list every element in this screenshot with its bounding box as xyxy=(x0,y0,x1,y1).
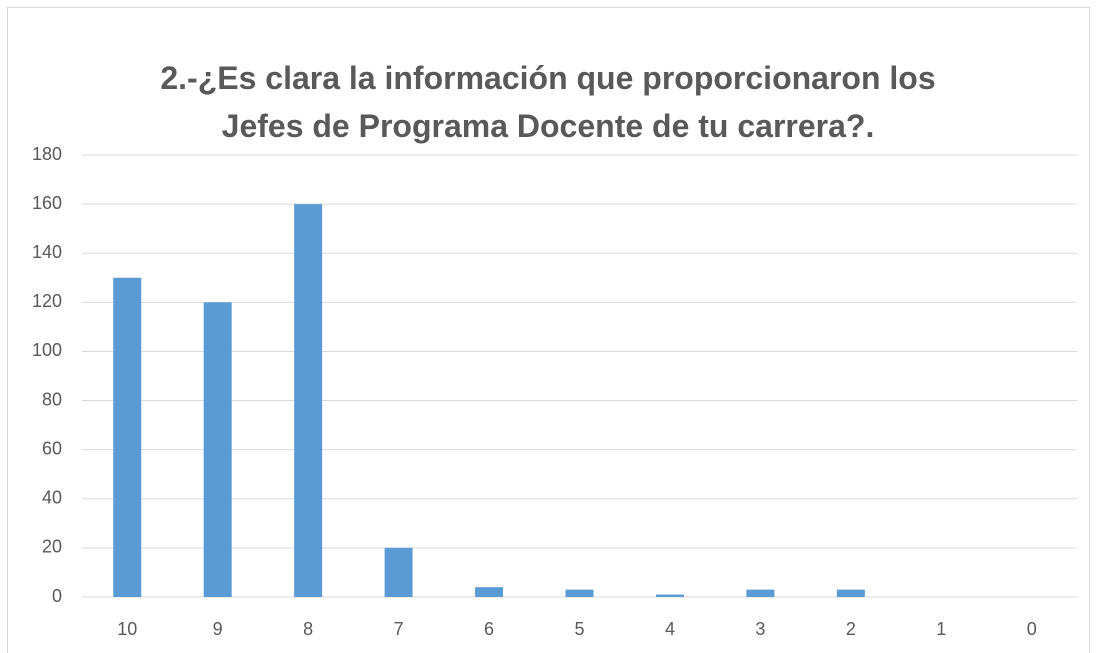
bar xyxy=(384,547,413,597)
x-tick-label: 3 xyxy=(755,619,765,639)
y-tick-label: 100 xyxy=(32,340,62,360)
x-tick-label: 2 xyxy=(846,619,856,639)
x-tick-label: 0 xyxy=(1027,619,1037,639)
bar xyxy=(203,302,232,597)
bar xyxy=(746,589,775,597)
x-tick-label: 10 xyxy=(117,619,137,639)
bar xyxy=(113,277,142,597)
x-tick-label: 6 xyxy=(484,619,494,639)
y-tick-label: 60 xyxy=(42,438,62,458)
y-tick-label: 160 xyxy=(32,193,62,213)
bar xyxy=(475,587,504,597)
x-tick-label: 1 xyxy=(936,619,946,639)
y-tick-label: 20 xyxy=(42,537,62,557)
bar xyxy=(294,204,323,597)
y-tick-label: 140 xyxy=(32,242,62,262)
chart-title: 2.-¿Es clara la información que proporci… xyxy=(160,60,936,144)
x-tick-label: 9 xyxy=(213,619,223,639)
y-tick-label: 40 xyxy=(42,488,62,508)
y-tick-label: 80 xyxy=(42,389,62,409)
x-tick-label: 7 xyxy=(394,619,404,639)
x-tick-label: 8 xyxy=(303,619,313,639)
y-tick-label: 180 xyxy=(32,144,62,164)
y-tick-label: 0 xyxy=(52,586,62,606)
bar xyxy=(565,589,594,597)
x-tick-label: 4 xyxy=(665,619,675,639)
y-tick-label: 120 xyxy=(32,291,62,311)
bar xyxy=(655,594,684,597)
x-tick-label: 5 xyxy=(574,619,584,639)
bar xyxy=(836,589,865,597)
chart-border xyxy=(7,7,1090,653)
